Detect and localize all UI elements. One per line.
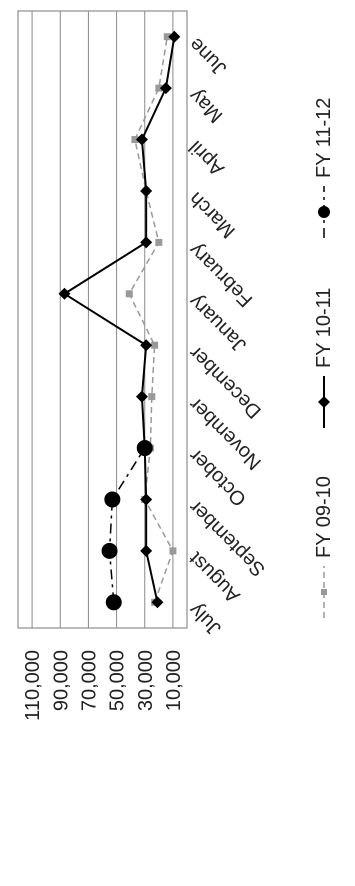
legend-entry: FY 11-12 (313, 98, 335, 238)
category-label: July (185, 599, 226, 640)
data-point (136, 440, 153, 457)
legend-label: FY 10-11 (313, 288, 335, 368)
data-point (105, 594, 122, 611)
y-tick-label: 90,000 (50, 650, 72, 711)
data-point (135, 390, 148, 403)
legend-marker (318, 396, 330, 408)
data-point (168, 30, 181, 43)
data-point (155, 84, 163, 92)
legend-entry: FY 09-10 (313, 476, 335, 618)
y-tick-label: 30,000 (135, 650, 157, 711)
series-line (128, 36, 174, 603)
y-tick-label: 70,000 (78, 650, 100, 711)
legend-marker (318, 206, 330, 218)
category-label: June (185, 33, 231, 79)
series-fy-10-11 (58, 30, 181, 609)
category-label: May (185, 85, 227, 127)
legend-entry: FY 10-11 (313, 288, 335, 428)
legend: FY 09-10 FY 10-11 FY 11-12 (313, 98, 335, 618)
data-point (169, 547, 177, 555)
data-point (148, 393, 156, 401)
data-point (140, 339, 153, 352)
category-label: April (185, 136, 229, 180)
legend-label: FY 09-10 (313, 476, 335, 558)
y-axis: 110,000 90,000 70,000 50,000 30,000 10,000 (22, 650, 185, 721)
data-point (140, 544, 153, 557)
x-axis-categories: JulyAugustSeptemberOctoberNovemberDecemb… (185, 33, 270, 639)
data-point (155, 238, 163, 246)
category-label: March (185, 187, 240, 242)
data-point (140, 184, 153, 197)
y-tick-label: 10,000 (163, 650, 185, 711)
data-point (131, 136, 139, 144)
series-line (108, 447, 146, 603)
data-point (151, 341, 159, 349)
data-point (135, 133, 148, 146)
data-point (125, 290, 133, 298)
data-point (104, 491, 121, 508)
data-point (140, 493, 153, 506)
data-point (163, 33, 171, 41)
data-point (101, 542, 118, 559)
legend-label: FY 11-12 (313, 98, 335, 178)
data-point (140, 236, 153, 249)
y-tick-label: 110,000 (22, 650, 44, 721)
series-layer (58, 30, 181, 611)
plot-area-frame (17, 10, 188, 629)
data-point (151, 596, 164, 609)
legend-marker (321, 589, 327, 595)
series-fy-11-12 (101, 440, 153, 611)
data-point (159, 82, 172, 95)
gridlines (17, 10, 188, 629)
y-tick-label: 50,000 (107, 650, 129, 711)
series-line (62, 36, 176, 603)
data-point (58, 287, 71, 300)
